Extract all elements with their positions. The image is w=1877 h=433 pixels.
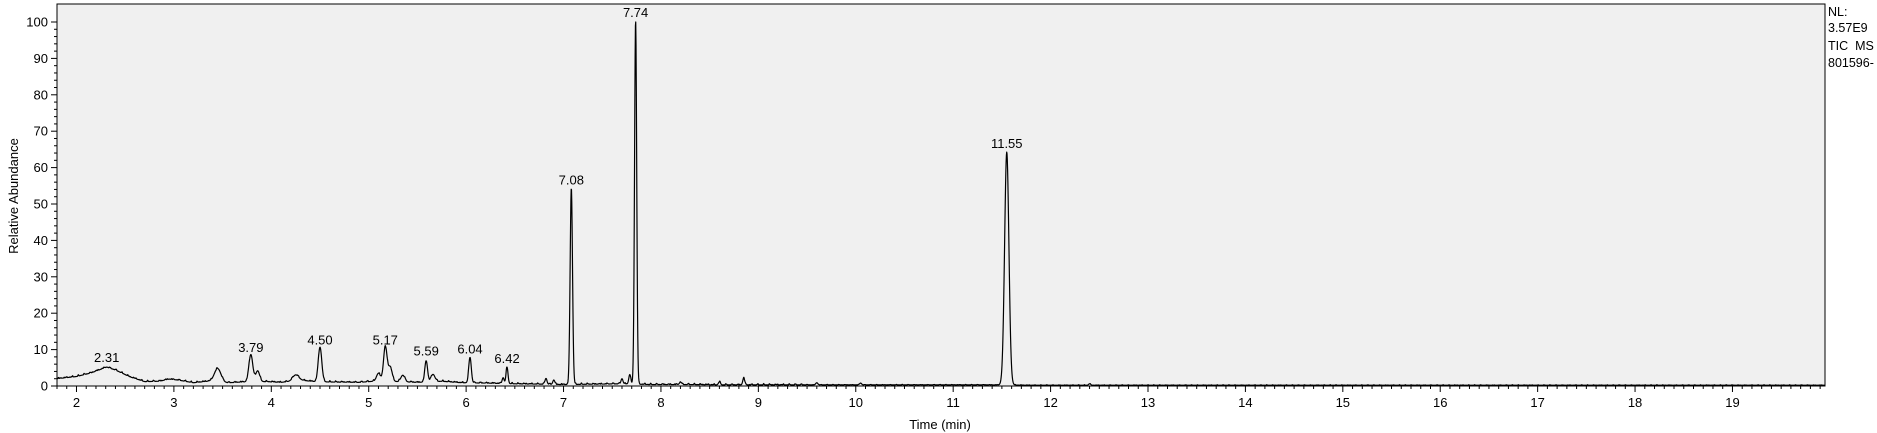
trace-label: TIC MS — [1828, 39, 1874, 53]
x-tick-label: 6 — [463, 395, 470, 410]
x-tick-label: 8 — [657, 395, 664, 410]
x-tick-label: 18 — [1628, 395, 1642, 410]
nl-label: NL: — [1828, 5, 1848, 19]
x-tick-label: 17 — [1530, 395, 1544, 410]
x-tick-label: 5 — [365, 395, 372, 410]
peak-labels: 2.31 3.79 4.50 5.17 5.59 6.04 6.42 7.08 7.74 11.5… — [94, 5, 1023, 366]
x-tick-label: 11 — [946, 395, 960, 410]
x-tick-label: 2 — [73, 395, 80, 410]
x-tick-label: 19 — [1725, 395, 1739, 410]
x-axis-title: Time (min) — [909, 417, 971, 432]
y-tick-label: 0 — [41, 379, 48, 394]
tic-trace — [56, 21, 1826, 386]
y-tick-label: 50 — [34, 197, 48, 212]
peak-label: 3.79 — [238, 340, 263, 355]
x-tick-label: 9 — [755, 395, 762, 410]
y-tick-label: 100 — [26, 15, 48, 30]
peak-label: 6.42 — [494, 351, 519, 366]
y-axis-title: Relative Abundance — [6, 138, 21, 254]
file-id: 801596- — [1828, 56, 1874, 70]
y-tick-label: 70 — [34, 124, 48, 139]
x-axis: 2 3 4 5 6 7 8 9 10 11 12 13 14 15 16 17 18 19 — [56, 386, 1821, 410]
y-axis: 0 10 20 30 40 50 60 70 80 90 100 — [26, 15, 57, 394]
nl-value: 3.57E9 — [1828, 21, 1868, 35]
y-tick-label: 80 — [34, 87, 48, 102]
y-tick-label: 60 — [34, 160, 48, 175]
peak-label: 7.08 — [559, 172, 584, 187]
peak-label: 11.55 — [991, 136, 1023, 151]
x-tick-label: 16 — [1433, 395, 1447, 410]
x-tick-label: 14 — [1238, 395, 1252, 410]
y-tick-label: 90 — [34, 51, 48, 66]
y-tick-label: 40 — [34, 233, 48, 248]
x-tick-label: 4 — [268, 395, 275, 410]
x-tick-label: 10 — [849, 395, 863, 410]
y-tick-label: 20 — [34, 306, 48, 321]
x-tick-label: 15 — [1336, 395, 1350, 410]
peak-label: 5.59 — [414, 344, 439, 359]
y-tick-label: 10 — [34, 342, 48, 357]
peak-label: 7.74 — [623, 5, 648, 20]
x-tick-label: 13 — [1141, 395, 1155, 410]
x-tick-label: 7 — [560, 395, 567, 410]
peak-label: 5.17 — [373, 333, 398, 348]
x-tick-label: 12 — [1043, 395, 1057, 410]
peak-label: 4.50 — [307, 333, 332, 348]
x-tick-label: 3 — [170, 395, 177, 410]
peak-label: 2.31 — [94, 350, 119, 365]
peak-label: 6.04 — [457, 341, 482, 356]
plot-area — [56, 3, 1826, 387]
y-tick-label: 30 — [34, 269, 48, 284]
